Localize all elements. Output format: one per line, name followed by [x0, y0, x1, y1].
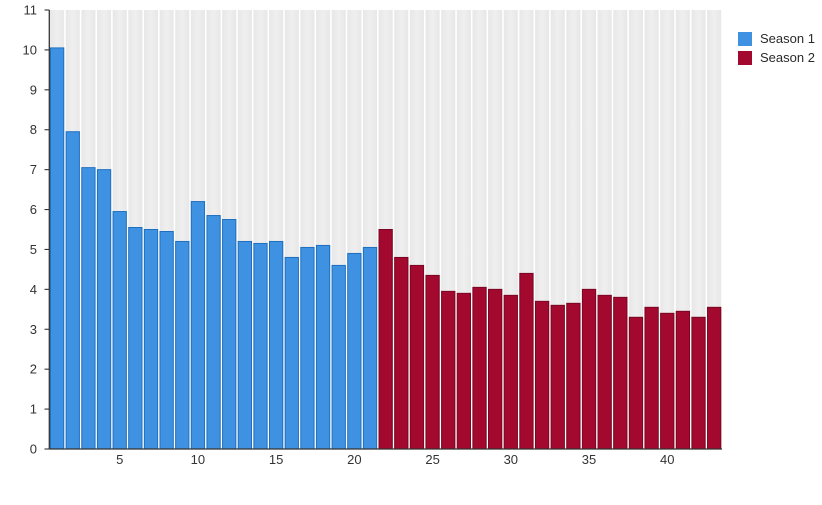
svg-text:40: 40: [660, 452, 674, 467]
svg-text:2: 2: [30, 362, 37, 377]
svg-text:3: 3: [30, 322, 37, 337]
svg-text:25: 25: [425, 452, 439, 467]
svg-text:9: 9: [30, 82, 37, 97]
svg-text:1: 1: [30, 402, 37, 417]
svg-text:10: 10: [191, 452, 205, 467]
svg-text:6: 6: [30, 202, 37, 217]
svg-text:15: 15: [269, 452, 283, 467]
svg-text:35: 35: [582, 452, 596, 467]
svg-text:30: 30: [504, 452, 518, 467]
svg-text:5: 5: [116, 452, 123, 467]
svg-text:8: 8: [30, 122, 37, 137]
svg-text:0: 0: [30, 442, 37, 457]
svg-text:5: 5: [30, 242, 37, 257]
svg-text:11: 11: [24, 3, 38, 18]
svg-text:4: 4: [30, 282, 37, 297]
svg-text:20: 20: [347, 452, 361, 467]
svg-text:7: 7: [30, 162, 37, 177]
svg-text:10: 10: [23, 42, 37, 57]
